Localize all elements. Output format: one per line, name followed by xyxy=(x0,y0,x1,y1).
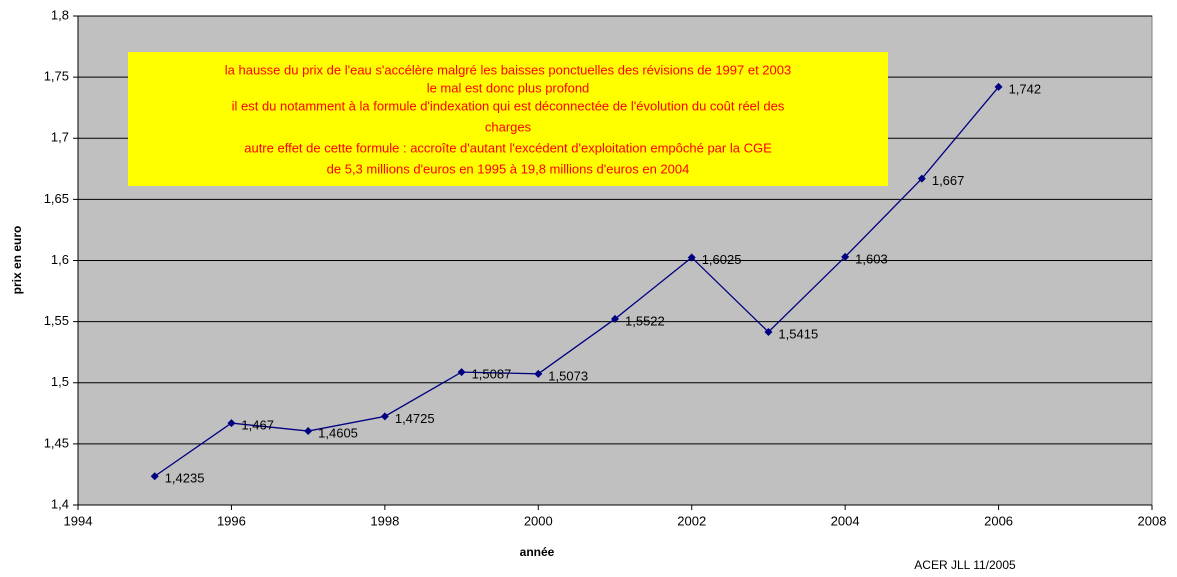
marker xyxy=(994,82,1003,91)
marker xyxy=(457,368,466,377)
data-label: 1,5087 xyxy=(472,367,512,382)
footer: ACER JLL 11/2005 xyxy=(914,558,1016,572)
marker xyxy=(380,412,389,421)
y-tick-label: 1,45 xyxy=(44,435,69,450)
data-label: 1,5522 xyxy=(625,313,665,328)
data-label: 1,5415 xyxy=(778,326,818,341)
marker xyxy=(687,253,696,262)
series-line xyxy=(154,86,1000,477)
y-tick-label: 1,8 xyxy=(51,7,69,22)
y-tick-label: 1,4 xyxy=(51,496,69,511)
annotation-text: le mal est donc plus profond xyxy=(427,80,590,95)
marker xyxy=(611,314,619,323)
x-tick-label: 2006 xyxy=(984,513,1013,528)
y-tick-label: 1,65 xyxy=(44,191,69,206)
x-axis-title: année xyxy=(520,545,555,559)
annotation-text: de 5,3 millions d'euros en 1995 à 19,8 m… xyxy=(327,161,690,176)
marker xyxy=(227,419,236,428)
annotation-text: la hausse du prix de l'eau s'accélère ma… xyxy=(225,62,791,77)
data-label: 1,4725 xyxy=(395,411,435,426)
data-label: 1,467 xyxy=(241,418,274,433)
marker xyxy=(150,472,159,481)
marker xyxy=(841,252,850,261)
y-tick-label: 1,5 xyxy=(51,374,69,389)
annotation-text: charges xyxy=(485,119,532,134)
y-tick-label: 1,7 xyxy=(51,130,69,145)
data-label: 1,5073 xyxy=(548,368,588,383)
x-tick-label: 1996 xyxy=(217,513,246,528)
marker xyxy=(917,174,926,183)
data-label: 1,4235 xyxy=(165,471,205,486)
data-label: 1,603 xyxy=(855,251,888,266)
x-tick-label: 1994 xyxy=(64,513,93,528)
x-tick-label: 2008 xyxy=(1138,513,1167,528)
x-tick-label: 2004 xyxy=(831,513,860,528)
data-label: 1,4605 xyxy=(318,425,358,440)
data-label: 1,742 xyxy=(1009,81,1042,96)
y-tick-label: 1,6 xyxy=(51,252,69,267)
data-label: 1,6025 xyxy=(702,252,742,267)
marker xyxy=(304,427,313,436)
annotation-box xyxy=(128,52,888,186)
y-axis-title: prix en euro xyxy=(10,226,24,295)
x-tick-label: 2002 xyxy=(677,513,706,528)
x-tick-label: 2000 xyxy=(524,513,553,528)
y-tick-label: 1,75 xyxy=(44,69,69,84)
marker xyxy=(534,369,543,378)
marker xyxy=(764,328,773,337)
data-label: 1,667 xyxy=(932,173,965,188)
annotation-text: autre effet de cette formule : accroîte … xyxy=(244,140,772,155)
x-tick-label: 1998 xyxy=(370,513,399,528)
annotation-text: il est du notamment à la formule d'index… xyxy=(232,98,785,113)
y-tick-label: 1,55 xyxy=(44,313,69,328)
